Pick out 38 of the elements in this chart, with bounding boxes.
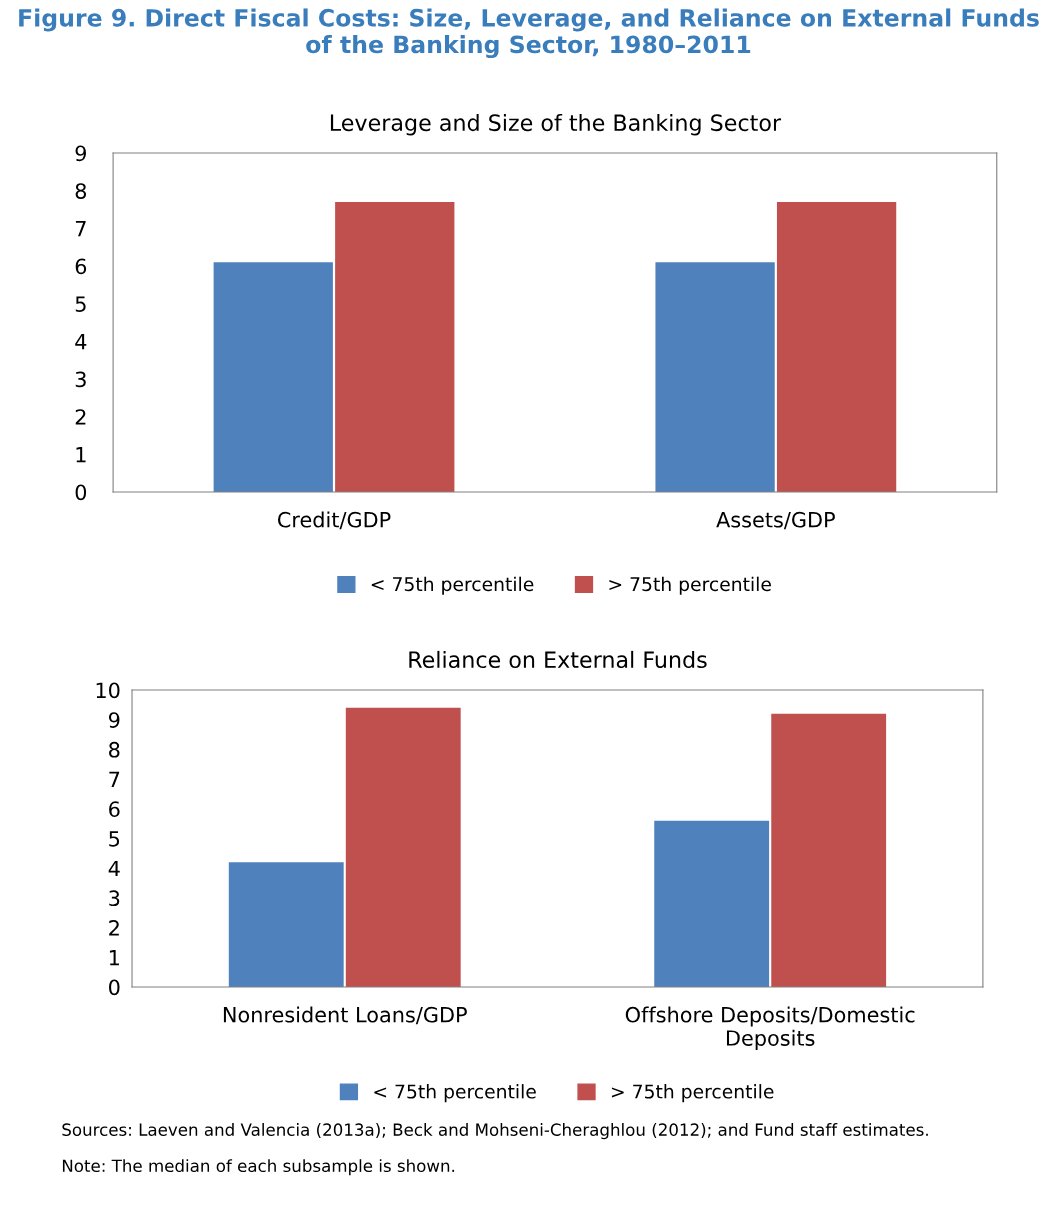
y-tick-label: 9 [75,145,86,162]
y-tick-label: 4 [108,860,120,877]
legend-label: < 75th percentile [374,1084,536,1103]
chart-title: Figure 9. Direct Fiscal Costs: Size, Leverage, and Reliance on External Funds of the Banking Sector, 1980–2011 [19,8,1039,59]
y-tick-label: 0 [109,979,120,996]
y-tick-label: 0 [75,484,87,501]
y-tick-label: 3 [109,890,120,907]
x-tick-label: Assets/GDP [716,511,835,530]
text: Note: The median of each subsample is shown. [62,1159,455,1176]
bar [228,862,344,988]
y-tick-label: 2 [75,409,86,425]
legend-label: > 75th percentile [609,576,771,595]
y-tick-label: 7 [75,221,86,237]
chart-subtitle: Reliance on External Funds [409,650,707,669]
legend-label: < 75th percentile [371,576,534,595]
x-tick-label: Nonresident Loans/GDP [223,1006,467,1025]
y-tick-label: 5 [109,831,120,847]
y-tick-label: 1 [109,950,119,966]
y-tick-label: 8 [109,741,120,758]
chart-subtitle: Leverage and Size of the Banking Sector [330,113,782,136]
y-tick-label: 6 [75,258,87,275]
y-tick-label: 3 [75,371,86,388]
y-tick-label: 7 [109,771,120,788]
legend-label: > 75th percentile [611,1084,774,1103]
y-tick-label: 4 [75,334,87,350]
y-tick-label: 10 [96,682,120,699]
x-tick-label: Credit/GDP [277,511,391,530]
bar [771,713,887,988]
y-tick-label: 2 [109,920,119,936]
y-tick-label: 5 [75,296,86,312]
y-tick-label: 1 [76,447,86,463]
y-tick-label: 9 [108,712,120,728]
y-tick-label: 6 [109,801,120,818]
bar [654,820,770,988]
bar [345,707,461,988]
x-tick-label: Offshore Deposits/Domestic Deposits [625,1006,915,1050]
source-note: Sources: Laeven and Valencia (2013a); Beck and Mohseni-Cheraghlou (2012); and Fund staff estimates. [62,1123,928,1140]
y-tick-label: 8 [75,183,87,199]
